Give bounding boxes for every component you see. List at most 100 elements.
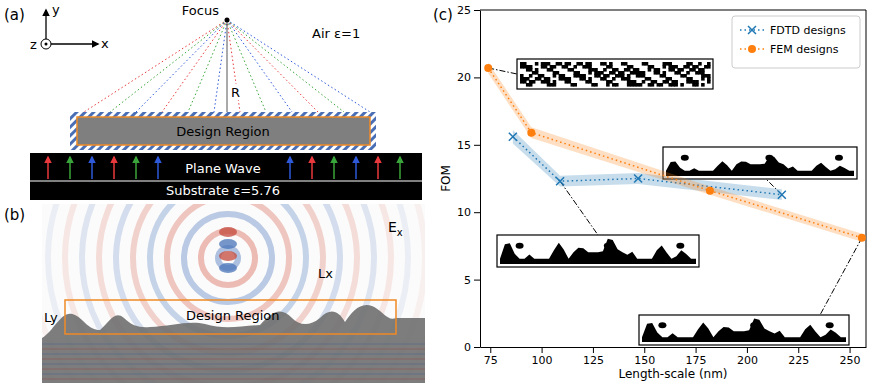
material [500,239,696,264]
structure [42,305,425,383]
x-axis-title: Length-scale (nm) [618,367,727,381]
wave-arrow [399,157,401,179]
wave-front [42,204,425,383]
tick-label: 75 [484,354,498,367]
focal-spot [219,239,237,249]
tick-mark [474,280,480,281]
design-image [517,59,713,89]
data-point [509,133,517,141]
pixel [707,80,711,84]
axis-name: x [101,36,109,51]
ray [214,20,227,112]
design-region-label: Design Region [176,124,270,139]
focal-spot [219,227,237,237]
tick-mark [696,347,697,353]
substrate-wave [42,343,425,345]
tick-label: 100 [532,354,553,367]
substrate [30,153,422,200]
tick-mark [474,77,480,78]
error-band [488,63,862,242]
material [604,243,612,249]
wave-arrow [47,157,49,179]
tick-label: 125 [583,354,604,367]
axis-name: z [30,37,37,52]
tick-label: 150 [634,354,655,367]
frame [480,10,866,11]
material [642,319,846,342]
image-frame [497,235,699,267]
panel-c: (c)751001251501752002252500510152025Leng… [433,4,867,381]
tick: 250 [840,347,861,367]
legend-label: FEM designs [770,43,839,56]
legend-marker [748,26,756,34]
data-point [706,187,714,195]
y-axis: 0510152025 [457,4,481,354]
pixel [535,62,539,66]
field-label-sub: x [397,227,403,238]
tick: 25 [457,4,480,17]
tick-mark [593,347,594,353]
legend: FDTD designsFEM designs [732,16,860,68]
axis-arrow [46,43,98,44]
ly-label: Ly [44,310,58,325]
tick: 5 [464,274,480,287]
focus-label: Focus [182,3,219,18]
design-image [639,315,849,345]
tick: 10 [457,206,480,219]
panel-a: (a)yxzFocusAir ε=1RDesign RegionPlane Wa… [4,2,422,200]
field-map [42,204,425,383]
data-point [484,64,492,72]
ray [227,20,318,112]
panel-label: (a) [4,6,25,24]
data-point [778,191,786,199]
substrate-boundary [30,180,422,181]
pixel [680,83,684,87]
substrate-wave [42,363,425,365]
focal-spot [219,251,237,261]
axis-line [481,347,867,348]
material [750,322,758,328]
image-frame [517,59,713,89]
axis-line [480,11,481,348]
tick-label: 25 [457,4,471,17]
ray [188,20,227,112]
design-image [663,147,857,179]
tick: 200 [737,347,758,367]
leader-line [820,238,862,315]
material [765,155,773,161]
tick-mark [542,347,543,353]
ray [227,20,240,112]
field-label-main: E [388,219,397,235]
wave-arrow [135,157,137,179]
pixel [698,62,702,66]
axis-name: y [52,2,60,17]
wave-arrow [377,157,379,179]
ray [227,20,370,112]
wave-front [167,204,289,319]
tick-mark [644,347,645,353]
frame [866,10,867,347]
data-point [527,129,535,137]
tick: 125 [583,347,604,367]
tick-label: 200 [737,354,758,367]
tick-mark [747,347,748,353]
wave-arrow [333,157,335,179]
source-label: Plane Wave [185,161,260,176]
design-region-label: Design Region [186,308,280,323]
design-image [497,235,699,267]
wave-arrow [113,157,115,179]
y-axis-title: FOM [439,165,453,192]
substrate-wave [42,373,425,375]
material [676,243,684,249]
ray [227,20,266,112]
wave-front [42,204,425,383]
wave-front [201,231,255,285]
substrate-wave [42,358,425,360]
tick-mark [474,10,480,11]
wave-front [42,204,425,383]
wave-arrow [69,157,71,179]
tick: 20 [457,71,480,84]
wave-arrow [157,157,159,179]
panel-label: (b) [4,206,25,224]
tick-label: 20 [457,71,471,84]
